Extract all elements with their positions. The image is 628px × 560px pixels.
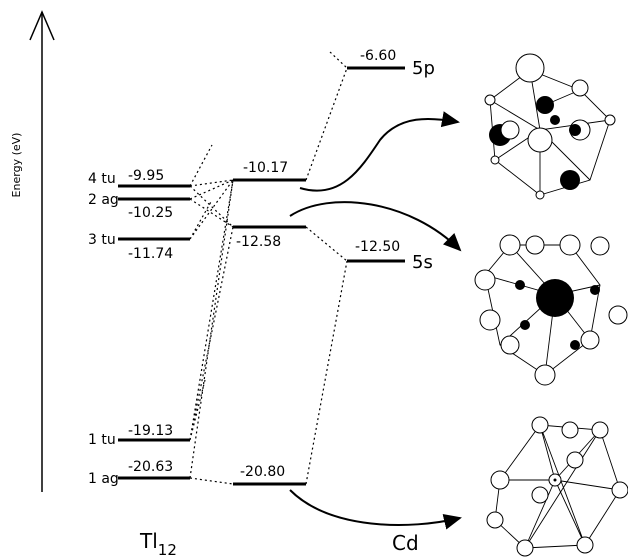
level-energy: -19.13 (128, 423, 173, 439)
level-name: 3 tu (88, 232, 116, 248)
tl12-levels: 4 tu 2 ag 3 tu 1 tu 1 ag -9.95 -10.25 -1… (88, 168, 190, 487)
atom (520, 320, 530, 330)
atom (515, 280, 525, 290)
level-energy: -20.80 (240, 464, 285, 480)
level-name: 2 ag (88, 192, 119, 208)
atom (608, 305, 628, 325)
cd-levels: -6.60 -12.50 5p 5s (347, 48, 435, 273)
shape (189, 179, 234, 485)
atom (527, 127, 553, 153)
atom (535, 190, 545, 200)
arrow (289, 201, 462, 252)
column-label: Cd (392, 531, 419, 555)
atom (580, 330, 600, 350)
atom (500, 335, 520, 355)
column-label-subscript: 12 (158, 541, 177, 559)
arrow (299, 111, 460, 192)
arrow (289, 489, 462, 530)
atom (560, 170, 580, 190)
level-energy: -12.50 (355, 239, 400, 255)
atom (590, 236, 610, 256)
level-name: 5p (412, 58, 435, 79)
shape (189, 144, 234, 240)
atom (550, 115, 560, 125)
shape (305, 51, 348, 485)
atom (499, 234, 521, 256)
level-energy: -10.17 (243, 160, 288, 176)
level-name: 4 tu (88, 171, 116, 187)
column-label: Tl12 (139, 529, 177, 559)
cluster-5p (484, 53, 616, 200)
level-energy: -6.60 (360, 48, 396, 64)
level-name: 5s (412, 252, 433, 273)
complex-levels: -10.17 -12.58 -20.80 (233, 160, 306, 486)
atom (559, 234, 581, 256)
atom (490, 155, 500, 165)
atom (561, 421, 579, 439)
atom (571, 79, 589, 97)
correlation-lines (189, 51, 348, 485)
level-energy: -9.95 (128, 168, 164, 184)
atom (604, 114, 616, 126)
axis-arrowhead (29, 10, 55, 41)
atom (486, 511, 504, 529)
atom (525, 235, 545, 255)
shape (494, 424, 621, 549)
column-label-main: Tl (139, 529, 158, 553)
atom (500, 120, 520, 140)
atom (576, 536, 594, 554)
level-energy: -12.58 (236, 234, 281, 250)
cluster-5s (474, 234, 628, 386)
atom (515, 53, 545, 83)
atom (591, 421, 609, 439)
level-energy: -20.63 (128, 459, 173, 475)
atom (516, 539, 534, 557)
atom (611, 481, 628, 499)
atom (479, 309, 501, 331)
level-name: 1 tu (88, 432, 116, 448)
axis-label: Energy (eV) (10, 133, 23, 198)
atom (536, 96, 554, 114)
atom (531, 486, 549, 504)
atom (484, 94, 496, 106)
atom (474, 269, 496, 291)
level-energy: -10.25 (128, 205, 173, 221)
atom (531, 416, 549, 434)
level-name: 1 ag (88, 471, 119, 487)
atom (570, 340, 580, 350)
atom (590, 285, 600, 295)
atom (534, 364, 556, 386)
atom (569, 124, 581, 136)
level-energy: -11.74 (128, 246, 173, 262)
atom (566, 451, 584, 469)
cluster-1ag (486, 416, 628, 557)
atom (553, 478, 557, 482)
atom (536, 279, 574, 317)
atom (490, 470, 510, 490)
